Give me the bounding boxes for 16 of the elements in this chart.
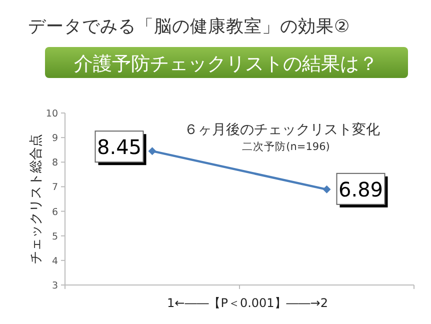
annotation: ６ヶ月後のチェックリスト変化 bbox=[184, 122, 380, 138]
annotation: 二次予防(n=196) bbox=[242, 140, 330, 153]
chart-subtitle: 介護予防チェックリストの結果は？ bbox=[74, 53, 378, 75]
y-tick-label: 9 bbox=[52, 133, 58, 144]
y-tick-label: 6 bbox=[52, 206, 58, 218]
y-tick-label: 3 bbox=[52, 280, 58, 292]
x-axis-title: 1←――【P＜0.001】――→2 bbox=[167, 296, 328, 310]
y-tick-label: 10 bbox=[46, 108, 58, 120]
y-tick-label: 8 bbox=[52, 158, 58, 169]
data-label: 6.89 bbox=[338, 177, 384, 202]
y-tick-label: 4 bbox=[52, 256, 58, 267]
y-tick-label: 5 bbox=[52, 231, 58, 242]
chart-title: データでみる「脳の健康教室」の効果② bbox=[28, 16, 350, 37]
y-tick-label: 7 bbox=[52, 182, 58, 194]
data-label: 8.45 bbox=[96, 135, 142, 160]
y-axis-title: チェックリスト総合点 bbox=[29, 134, 44, 264]
